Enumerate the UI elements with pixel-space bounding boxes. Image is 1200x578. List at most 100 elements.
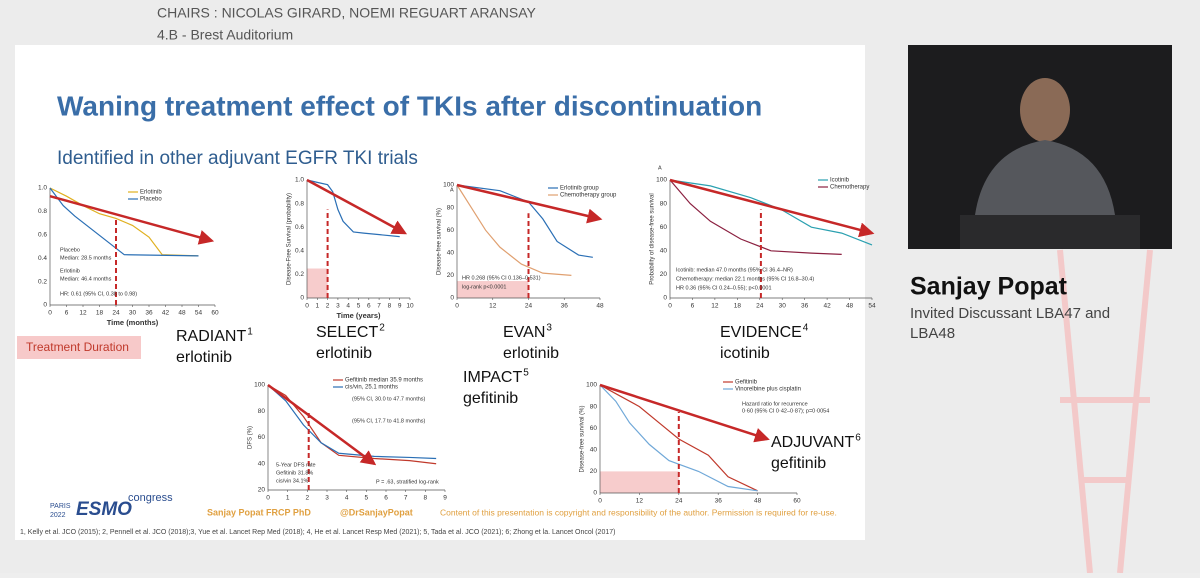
speaker-role: LBA48 xyxy=(910,325,955,342)
chart-note: Placebo xyxy=(60,247,80,253)
chart-note: HR 0.36 (95% CI 0.24–0.55); p<0.0001 xyxy=(676,285,772,291)
survival-curve xyxy=(267,384,437,460)
trial-name: EVAN xyxy=(503,324,545,341)
x-tick-label: 48 xyxy=(596,303,604,310)
x-tick-label: 6 xyxy=(691,303,695,310)
x-tick-label: 5 xyxy=(357,303,361,310)
logo-city: PARIS xyxy=(50,503,71,510)
chart-note: cis/vin 34.1% xyxy=(276,478,309,484)
x-tick-label: 42 xyxy=(162,310,170,317)
x-tick-label: 0 xyxy=(668,303,672,310)
x-tick-label: 12 xyxy=(79,310,87,317)
y-tick-label: 20 xyxy=(258,487,266,494)
trial-name: SELECT xyxy=(316,324,378,341)
logo-brand: ESMO xyxy=(76,499,132,520)
y-tick-label: 0.6 xyxy=(38,232,47,239)
y-tick-label: 100 xyxy=(443,182,454,189)
y-tick-label: 100 xyxy=(586,382,597,389)
x-tick-label: 12 xyxy=(711,303,719,310)
trend-arrow xyxy=(306,178,408,235)
room: 4.B - Brest Auditorium xyxy=(157,27,293,43)
footer-handle: @DrSanjayPopat xyxy=(340,507,413,517)
footer-copyright: Content of this presentation is copyrigh… xyxy=(440,507,837,517)
x-tick-label: 54 xyxy=(195,310,203,317)
y-tick-label: 80 xyxy=(258,408,266,415)
x-tick-label: 48 xyxy=(754,498,762,505)
y-axis-label: Disease-free survival (%) xyxy=(437,208,443,275)
survival-curve xyxy=(599,384,758,492)
legend-label: Gefitinib median 35.9 months xyxy=(345,378,423,384)
chart-note: 5-Year DFS rate xyxy=(276,462,316,468)
legend-label: Icotinib xyxy=(830,178,850,184)
trial-ref: 4 xyxy=(803,323,809,334)
speaker-role: Invited Discussant LBA47 and xyxy=(910,305,1110,322)
legend-label: Erlotinib xyxy=(140,190,162,196)
y-tick-label: 0.6 xyxy=(295,224,304,231)
y-tick-label: 100 xyxy=(656,177,667,184)
treatment-duration-box xyxy=(17,336,141,359)
x-tick-label: 60 xyxy=(793,498,801,505)
trend-arrow xyxy=(49,194,215,245)
chart-note: Chemotherapy: median 22.1 months (95% CI… xyxy=(676,276,814,282)
y-tick-label: 0.8 xyxy=(38,208,47,215)
trial-drug: gefitinib xyxy=(771,455,826,472)
x-tick-label: 24 xyxy=(756,303,764,310)
trial-name: RADIANT xyxy=(176,328,246,345)
trial-ref: 2 xyxy=(379,323,385,334)
trial-drug: erlotinib xyxy=(503,345,559,362)
treatment-window xyxy=(600,471,679,493)
legend-label: Erlotinib group xyxy=(560,186,599,192)
x-tick-label: 30 xyxy=(779,303,787,310)
trend-arrow xyxy=(267,383,377,466)
x-tick-label: 36 xyxy=(801,303,809,310)
trial-ref: 5 xyxy=(523,368,529,379)
y-tick-label: 40 xyxy=(660,248,668,255)
chart-note: HR 0.268 (95% CI 0.136–0.531) xyxy=(462,275,541,281)
trend-arrow xyxy=(456,183,603,224)
legend-label: Placebo xyxy=(140,197,162,203)
x-tick-label: 24 xyxy=(525,303,533,310)
y-tick-label: 40 xyxy=(590,447,598,454)
x-tick-label: 36 xyxy=(715,498,723,505)
trial-name: ADJUVANT xyxy=(771,434,854,451)
survival-curve xyxy=(599,384,758,492)
survival-curve xyxy=(669,179,842,255)
x-tick-label: 4 xyxy=(345,495,349,502)
x-tick-label: 3 xyxy=(336,303,340,310)
x-tick-label: 36 xyxy=(561,303,569,310)
survival-curve xyxy=(456,184,593,258)
x-tick-label: 30 xyxy=(129,310,137,317)
y-tick-label: 80 xyxy=(590,403,598,410)
x-tick-label: 9 xyxy=(443,495,447,502)
x-tick-label: 7 xyxy=(404,495,408,502)
x-tick-label: 12 xyxy=(636,498,644,505)
x-tick-label: 8 xyxy=(388,303,392,310)
chart-note: Median: 28.5 months xyxy=(60,255,112,261)
x-tick-label: 5 xyxy=(365,495,369,502)
y-tick-label: 40 xyxy=(258,460,266,467)
legend-label: Gefitinib xyxy=(735,380,758,386)
legend-label: Chemotherapy group xyxy=(560,193,617,199)
chart-note: Icotinib: median 47.0 months (95% CI 36.… xyxy=(676,267,793,273)
x-tick-label: 36 xyxy=(145,310,153,317)
y-tick-label: 1.0 xyxy=(38,185,47,192)
y-tick-label: 0.8 xyxy=(295,200,304,207)
x-axis-label: Time (months) xyxy=(107,318,159,327)
trial-name: IMPACT xyxy=(463,369,522,386)
x-axis-label: Time (years) xyxy=(336,311,381,320)
y-tick-label: 0 xyxy=(663,295,667,302)
trial-ref: 3 xyxy=(546,323,552,334)
y-tick-label: 40 xyxy=(447,250,455,257)
x-tick-label: 24 xyxy=(112,310,120,317)
x-tick-label: 42 xyxy=(823,303,831,310)
legend-label: cis/vin, 25.1 months xyxy=(345,385,398,391)
chart-note: Erlotinib xyxy=(60,268,80,274)
y-tick-label: 0.2 xyxy=(38,278,47,285)
x-tick-label: 7 xyxy=(377,303,381,310)
y-tick-label: 20 xyxy=(447,272,455,279)
x-tick-label: 60 xyxy=(211,310,219,317)
x-tick-label: 1 xyxy=(315,303,319,310)
chart-note: HR: 0.61 (95% CI, 0.38 to 0.98) xyxy=(60,291,137,297)
tower-decoration xyxy=(1057,249,1153,574)
x-tick-label: 2 xyxy=(326,303,330,310)
